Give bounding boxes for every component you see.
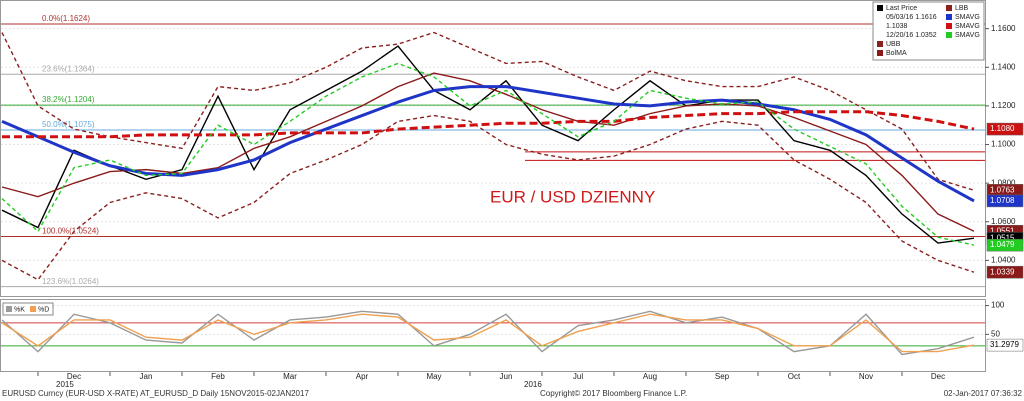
plot-layer: 1.0400 1.0600 1.0800 1.1000 1.1200 1.1400 1.16… <box>1 14 1024 356</box>
value-tag-label: 1.1080 <box>990 124 1015 133</box>
footer-left: EURUSD Curncy (EUR-USD X-RATE) AT_EURUSD… <box>2 389 309 398</box>
legend-note: 12/20/16 1.0352 <box>886 32 937 39</box>
series-line <box>1 313 975 353</box>
legend-swatch <box>877 41 883 47</box>
value-tag <box>986 194 1024 208</box>
y-tick-label: 1.1400 <box>991 62 1016 71</box>
x-tick-label: May <box>426 372 441 381</box>
value-tag-label: 1.0763 <box>990 185 1015 194</box>
legend-swatch <box>946 23 952 29</box>
series-line <box>1 31 975 191</box>
y-tick-label: 1.1600 <box>991 24 1016 33</box>
x-tick-label: Mar <box>283 372 297 381</box>
year-label: 2015 <box>56 380 74 389</box>
legend-note: 05/03/16 1.1616 <box>886 14 937 21</box>
x-tick-label: Apr <box>356 372 369 381</box>
x-tick-label: Jan <box>140 372 153 381</box>
value-tag-label: 1.0708 <box>990 196 1015 205</box>
legend-swatch <box>877 50 883 56</box>
value-tag <box>986 265 1024 279</box>
series-line <box>2 110 975 139</box>
legend-swatch <box>946 32 952 38</box>
legend-label: BolMA <box>886 50 907 57</box>
legend-swatch <box>946 14 952 20</box>
x-tick-label: Nov <box>859 372 873 381</box>
legend-label: SMAVG <box>955 32 980 39</box>
legend-label: %K <box>14 306 25 313</box>
legend-swatch <box>30 306 36 312</box>
legend-swatch <box>877 5 883 11</box>
value-tag-label: 1.0551 <box>990 226 1015 235</box>
x-tick-label: Jul <box>573 372 583 381</box>
series-line <box>1 114 975 281</box>
y-tick-label: 1.0400 <box>991 256 1016 265</box>
legend-label: LBB <box>955 5 969 12</box>
value-tag-label: 1.0479 <box>990 240 1015 249</box>
fib-label: 23.6%(1.1364) <box>42 64 95 73</box>
footer-center: Copyright© 2017 Bloomberg Finance L.P. <box>540 389 687 398</box>
series-line <box>1 85 975 203</box>
value-tag-label: 1.0339 <box>990 267 1015 276</box>
chart-title: EUR / USD DZIENNY <box>490 187 655 206</box>
footer-right: 02-Jan-2017 07:36:32 <box>944 389 1023 398</box>
x-tick-label: Dec <box>67 372 81 381</box>
y-tick-label: 100 <box>991 301 1005 310</box>
legend-note: 1.1038 <box>886 23 908 30</box>
legend-label: Last Price <box>886 5 917 12</box>
value-tag <box>986 122 1024 136</box>
series-line <box>1 310 975 356</box>
fib-label: 50.0%(1.1075) <box>42 120 95 129</box>
x-tick-label: Jun <box>500 372 513 381</box>
x-tick-label: Sep <box>715 372 730 381</box>
x-tick-label: Dec <box>931 372 945 381</box>
x-tick-label: Feb <box>211 372 225 381</box>
legend-box <box>872 1 985 61</box>
legend-box <box>2 302 54 316</box>
main-panel <box>0 0 986 297</box>
y-tick-label: 1.1000 <box>991 140 1016 149</box>
series-line <box>1 62 975 246</box>
y-tick-label: 1.1200 <box>991 101 1016 110</box>
legend: Last Price 05/03/16 1.1616 1.1038 12/20/16 … <box>872 1 985 61</box>
stoch-legend: %K %D <box>2 302 54 316</box>
legend-label: SMAVG <box>955 14 980 21</box>
fib-label: 38.2%(1.1204) <box>42 95 95 104</box>
y-tick-label: 50 <box>991 329 1000 338</box>
fib-label: 100.0%(1.0524) <box>42 227 99 236</box>
fib-label: 123.6%(1.0264) <box>42 277 99 286</box>
fib-label: 0.0%(1.1624) <box>42 14 90 23</box>
year-label: 2016 <box>524 380 542 389</box>
y-tick-label: 1.0800 <box>991 178 1016 187</box>
y-tick-label: 1.0600 <box>991 217 1016 226</box>
x-tick-label: Oct <box>788 372 801 381</box>
value-tag <box>986 338 1024 352</box>
x-tick-label: Aug <box>643 372 657 381</box>
legend-swatch <box>946 5 952 11</box>
legend-label: UBB <box>886 41 901 48</box>
legend-label: SMAVG <box>955 23 980 30</box>
legend-swatch <box>6 306 12 312</box>
legend-label: %D <box>38 306 49 313</box>
value-tag <box>986 238 1024 252</box>
stoch-panel <box>0 299 986 372</box>
value-tag-label: 31.2979 <box>990 340 1019 349</box>
value-tag-label: 1.0515 <box>990 233 1015 242</box>
